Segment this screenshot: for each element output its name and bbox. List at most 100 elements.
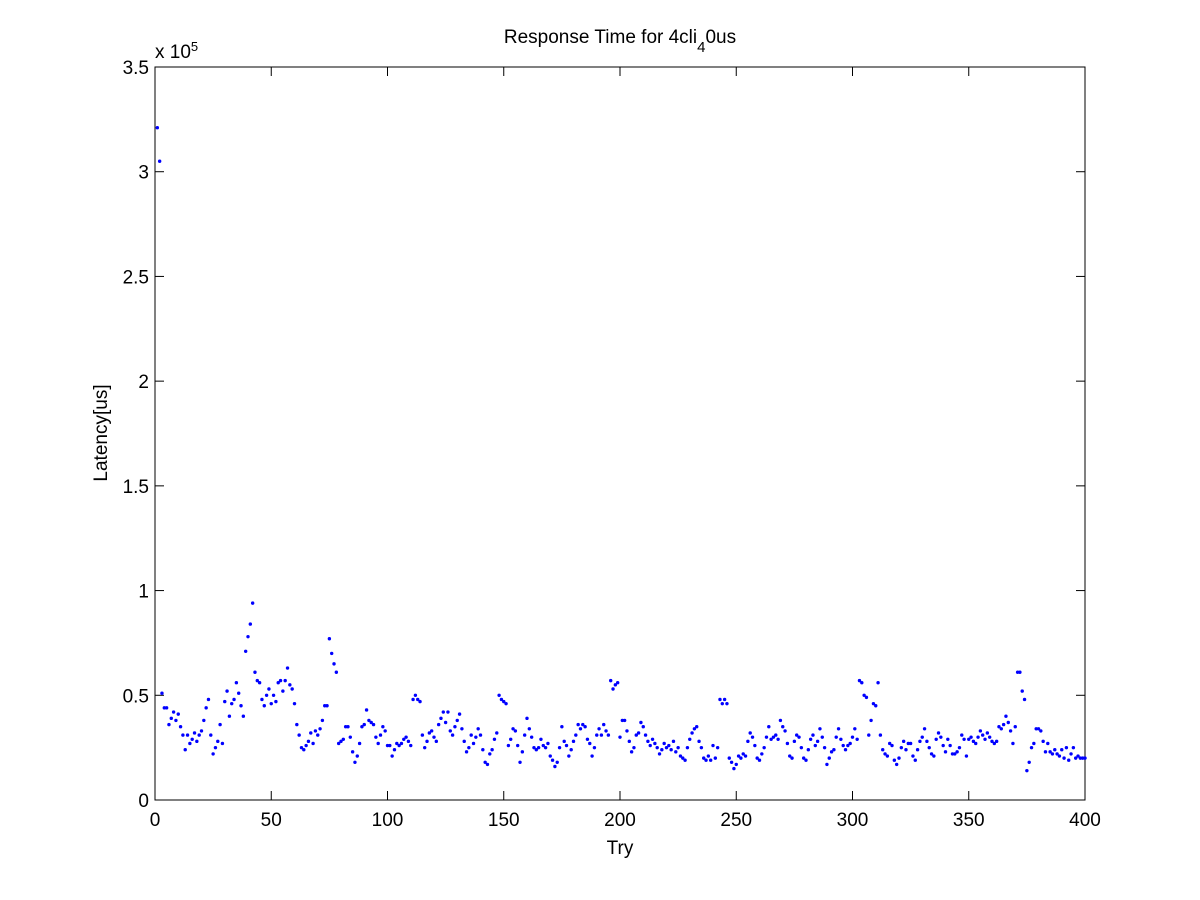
point <box>599 733 604 737</box>
point <box>636 731 641 735</box>
point <box>257 681 262 685</box>
point <box>974 741 978 746</box>
point <box>399 741 404 746</box>
point <box>227 714 232 718</box>
point <box>762 745 766 750</box>
point <box>987 735 992 739</box>
x-tick-label: 100 <box>372 810 404 831</box>
point <box>883 752 887 756</box>
point <box>478 733 483 737</box>
point <box>411 697 415 702</box>
point <box>550 758 555 762</box>
point <box>901 739 906 744</box>
point <box>934 737 938 741</box>
point <box>764 735 769 739</box>
point <box>504 701 508 706</box>
point <box>488 752 492 756</box>
point <box>820 735 824 739</box>
point <box>897 756 901 760</box>
point <box>611 687 615 691</box>
point <box>981 733 985 737</box>
point <box>948 743 952 748</box>
point <box>202 718 206 723</box>
point <box>336 741 341 746</box>
point <box>871 701 876 706</box>
point <box>736 754 741 758</box>
point <box>464 750 469 754</box>
y-axis-label: Latency[us] <box>91 384 112 481</box>
point <box>413 693 418 697</box>
point <box>992 741 997 746</box>
point <box>420 733 425 737</box>
point <box>320 718 325 723</box>
point <box>183 748 187 752</box>
point <box>555 760 559 765</box>
point <box>722 697 727 702</box>
point <box>941 743 945 748</box>
point <box>418 699 422 704</box>
point <box>1039 729 1043 733</box>
point <box>455 718 459 723</box>
point <box>657 752 662 756</box>
point <box>1060 748 1064 752</box>
x-tick-label: 150 <box>488 810 520 831</box>
y-tick-label: 2 <box>138 372 149 393</box>
point <box>983 737 987 741</box>
point <box>334 670 339 674</box>
point <box>622 718 627 723</box>
point <box>1053 748 1057 752</box>
point <box>781 725 785 729</box>
point <box>778 718 783 723</box>
point <box>799 745 804 750</box>
point <box>436 722 441 727</box>
point <box>211 752 215 756</box>
point <box>262 704 266 708</box>
point <box>448 729 452 733</box>
point <box>943 750 948 754</box>
point <box>181 733 185 737</box>
point <box>953 752 957 756</box>
point <box>795 733 799 737</box>
point <box>206 697 211 702</box>
point <box>695 725 699 729</box>
point <box>495 731 499 735</box>
point <box>890 743 894 748</box>
point <box>1071 745 1076 750</box>
point <box>423 745 427 750</box>
point <box>255 678 259 683</box>
point <box>753 743 757 748</box>
point <box>739 756 743 760</box>
point <box>292 701 297 706</box>
point <box>469 733 473 737</box>
point <box>402 737 406 741</box>
point <box>1067 758 1071 762</box>
point <box>192 731 197 735</box>
point <box>516 743 520 748</box>
point <box>718 697 722 702</box>
point <box>385 743 390 748</box>
point <box>553 764 557 769</box>
point <box>976 735 980 739</box>
point <box>299 745 304 750</box>
point <box>994 739 999 744</box>
point <box>171 710 176 714</box>
point <box>267 687 271 691</box>
point <box>946 737 950 741</box>
point <box>253 670 257 674</box>
point <box>1046 741 1050 746</box>
y-multiplier-base: x 10 <box>155 42 191 63</box>
point <box>776 737 780 741</box>
point <box>583 725 587 729</box>
point <box>999 727 1003 731</box>
point <box>1083 756 1087 760</box>
point <box>874 704 878 708</box>
point <box>908 741 913 746</box>
point <box>697 739 701 744</box>
point <box>648 743 652 748</box>
point <box>276 681 280 685</box>
point <box>681 756 685 760</box>
point <box>209 733 213 737</box>
x-tick-label: 50 <box>261 810 282 831</box>
point <box>374 735 378 739</box>
